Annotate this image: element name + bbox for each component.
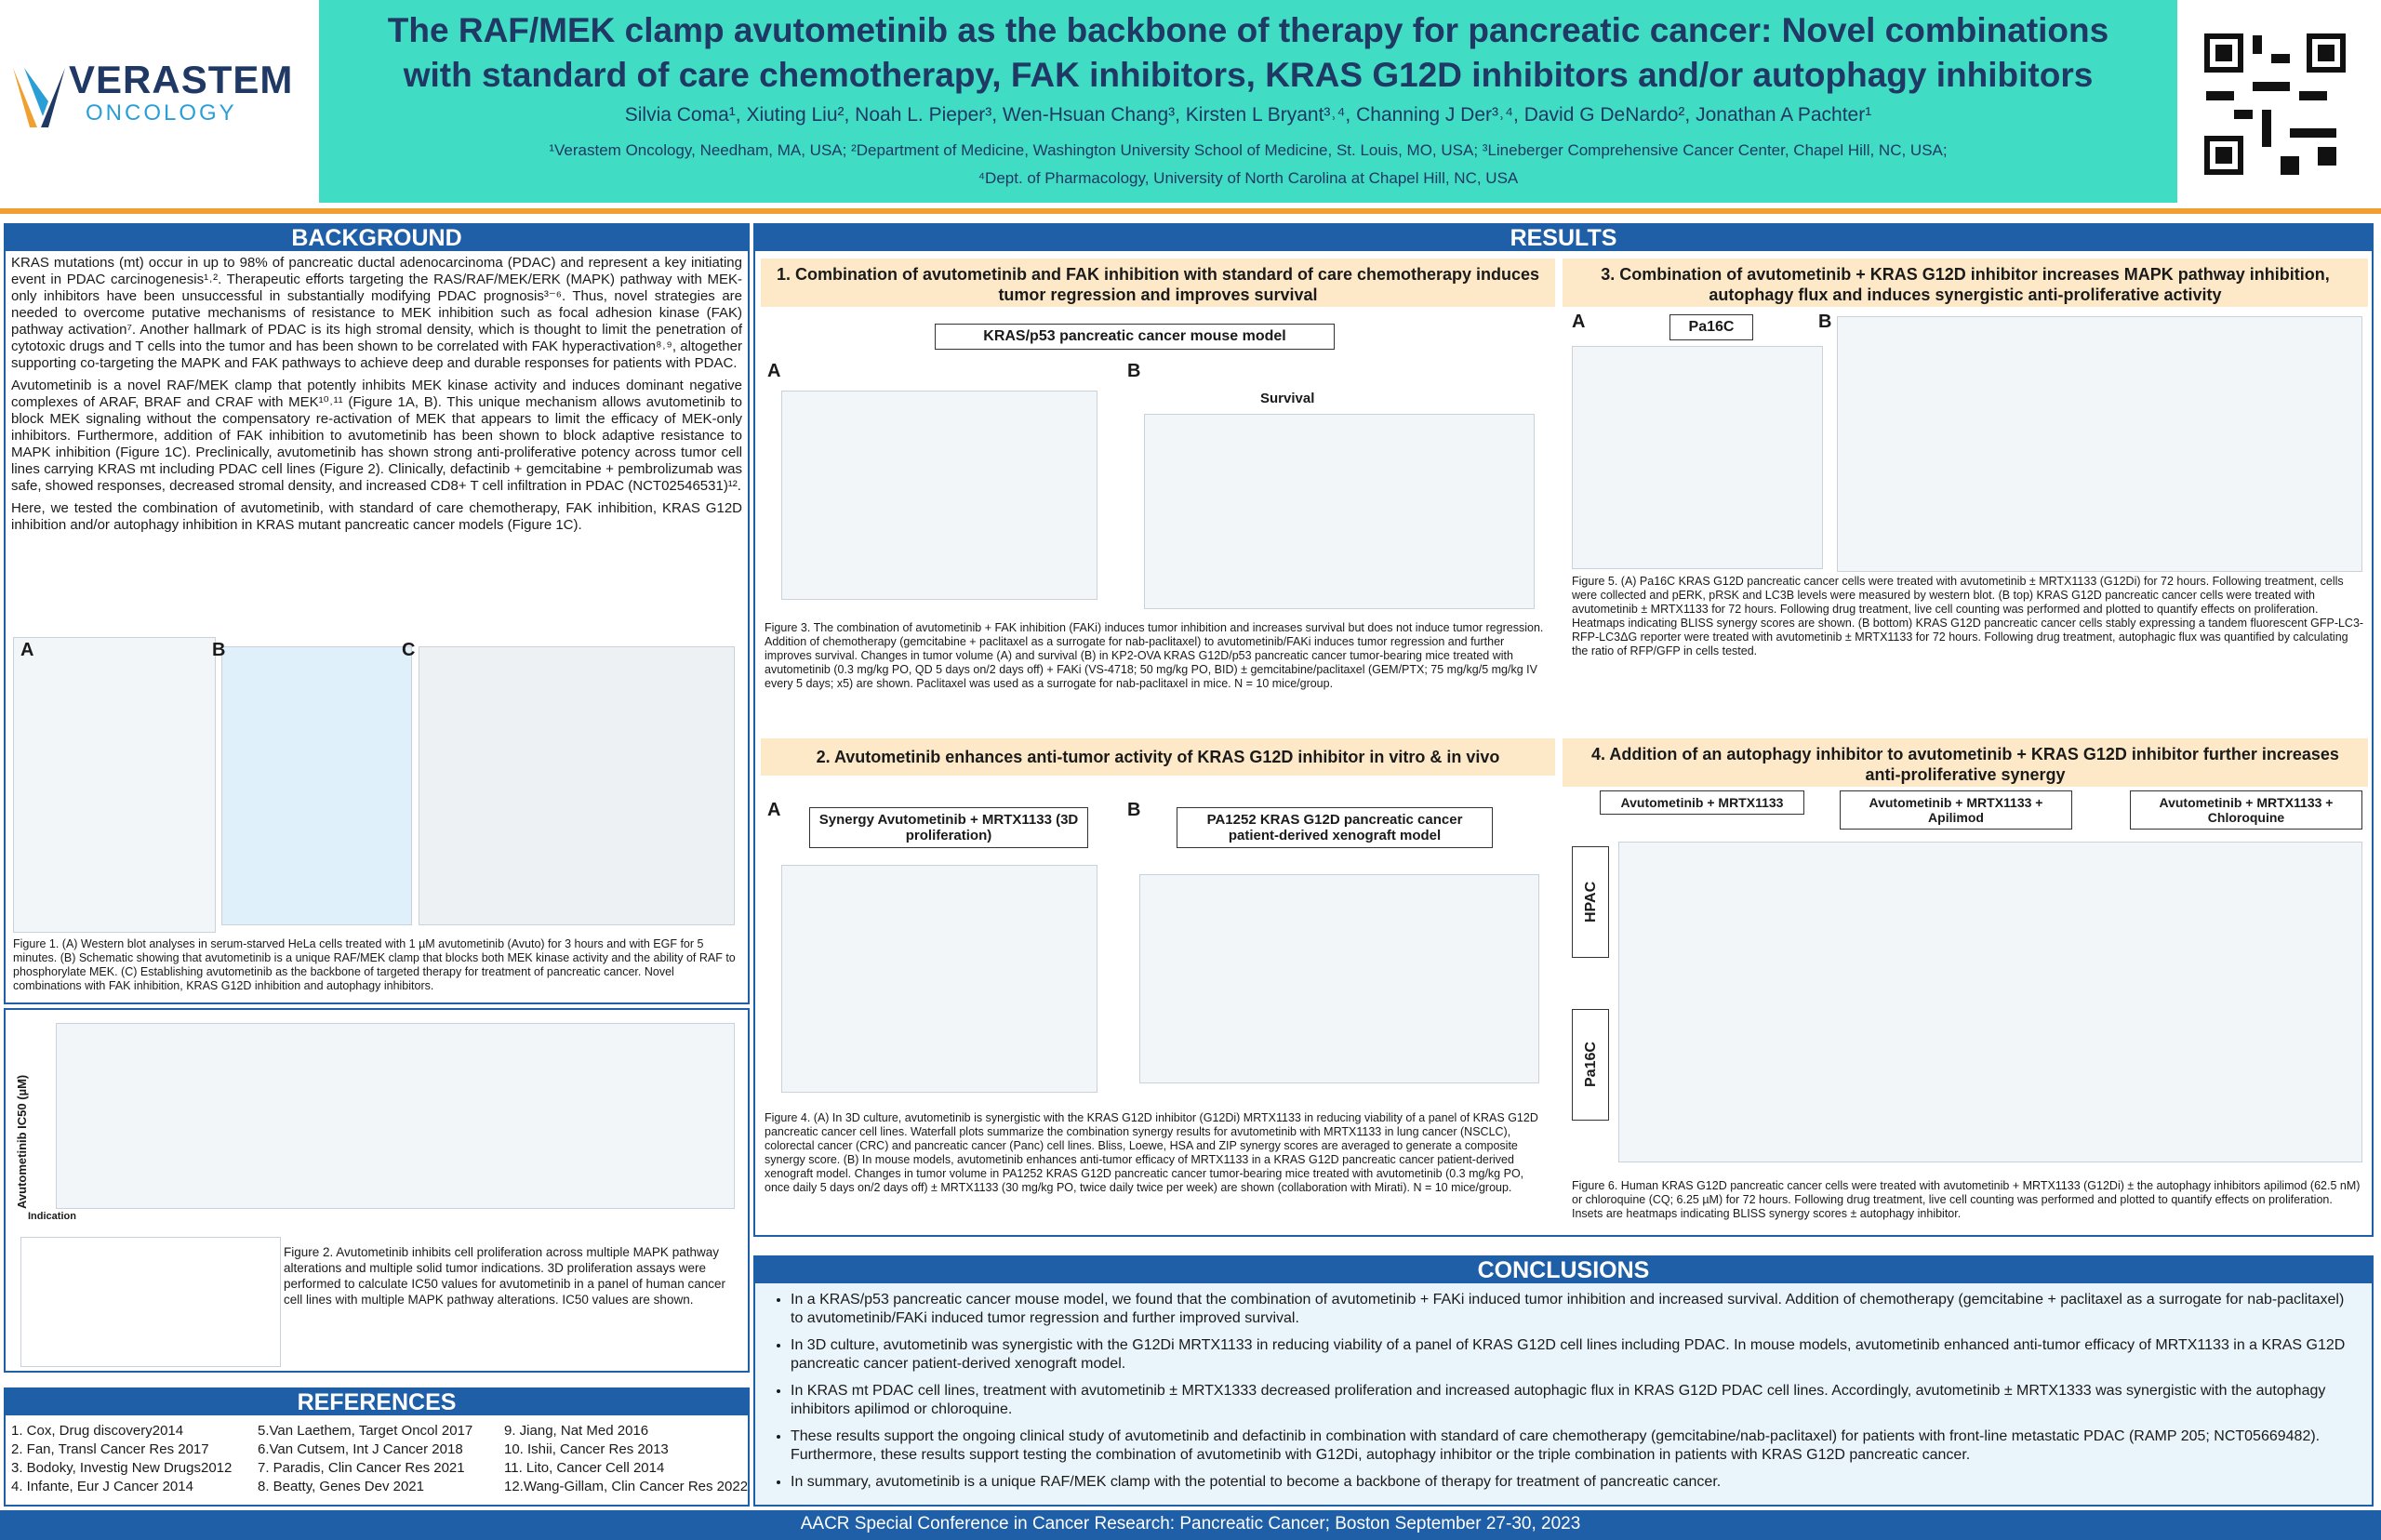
section-heading: BACKGROUND (6, 225, 748, 251)
bullet-list: In a KRAS/p53 pancreatic cancer mouse mo… (770, 1291, 2361, 1492)
bullet: In summary, avutometinib is a unique RAF… (791, 1473, 2361, 1492)
paragraph: Here, we tested the combination of avuto… (11, 500, 742, 533)
label: Indication (28, 1211, 76, 1222)
figure-image (1144, 414, 1535, 609)
column-label: Avutometinib + MRTX1133 + Chloroquine (2130, 790, 2362, 830)
background-text: KRAS mutations (mt) occur in up to 98% o… (11, 255, 742, 539)
subsection-title: 2. Avutometinib enhances anti-tumor acti… (761, 738, 1555, 776)
reference: 4. Infante, Eur J Cancer 2014 (11, 1479, 193, 1494)
bullet: In KRAS mt PDAC cell lines, treatment wi… (791, 1382, 2361, 1419)
affiliations: ¹Verastem Oncology, Needham, MA, USA; ²D… (549, 141, 1948, 159)
column-label: Avutometinib + MRTX1133 (1600, 790, 1804, 815)
bullet: In 3D culture, avutometinib was synergis… (791, 1336, 2361, 1374)
figure-image (13, 637, 216, 933)
cell-line-label: Pa16C (1669, 314, 1753, 340)
legend-image (20, 1237, 281, 1367)
panel-label: B (1818, 312, 1832, 332)
caption: Figure 6. Human KRAS G12D pancreatic can… (1572, 1179, 2361, 1220)
reference: 1. Cox, Drug discovery2014 (11, 1423, 184, 1439)
reference: 6.Van Cutsem, Int J Cancer 2018 (258, 1441, 463, 1457)
figure-image (1139, 874, 1539, 1083)
panel-label: A (1572, 312, 1586, 332)
panel-label: C (402, 640, 416, 660)
panel-label: A (767, 361, 781, 381)
authors: Silvia Coma¹, Xiuting Liu², Noah L. Piep… (624, 104, 1872, 126)
caption: Figure 3. The combination of avutometini… (765, 621, 1544, 690)
reference: 2. Fan, Transl Cancer Res 2017 (11, 1441, 209, 1457)
references-list: 1. Cox, Drug discovery2014 2. Fan, Transl… (11, 1423, 749, 1501)
bullet: These results support the ongoing clinic… (791, 1427, 2361, 1465)
panel-label: B (212, 640, 226, 660)
logo-mark (13, 68, 65, 127)
row-label: Pa16C (1572, 1009, 1609, 1121)
reference: 12.Wang-Gillam, Clin Cancer Res 2022 (504, 1479, 749, 1494)
caption: Figure 4. (A) In 3D culture, avutometini… (765, 1111, 1538, 1194)
section-heading: RESULTS (755, 225, 2372, 251)
title: with standard of care chemotherapy, FAK … (403, 56, 2094, 94)
figure-image (56, 1023, 735, 1209)
logo-sub: ONCOLOGY (86, 100, 237, 126)
panel-label: B (1127, 800, 1141, 820)
qr-code (2197, 26, 2353, 182)
reference: 3. Bodoky, Investig New Drugs2012 (11, 1460, 233, 1476)
paragraph: Avutometinib is a novel RAF/MEK clamp th… (11, 378, 742, 494)
affiliations: ⁴Dept. of Pharmacology, University of No… (978, 169, 1519, 187)
conclusions-panel (753, 1255, 2374, 1507)
chart-title: PA1252 KRAS G12D pancreatic cancer patie… (1177, 807, 1493, 848)
caption: Figure 2. Avutometinib inhibits cell pro… (284, 1245, 726, 1307)
column-label: Avutometinib + MRTX1133 + Apilimod (1840, 790, 2072, 830)
caption: Figure 5. (A) Pa16C KRAS G12D pancreatic… (1572, 575, 2364, 657)
panel-label: B (1127, 361, 1141, 381)
reference: 7. Paradis, Clin Cancer Res 2021 (258, 1460, 465, 1476)
figure-image (781, 391, 1097, 600)
paragraph: KRAS mutations (mt) occur in up to 98% o… (11, 255, 742, 371)
chart-title: Synergy Avutometinib + MRTX1133 (3D prol… (809, 807, 1088, 848)
figure-image (419, 646, 735, 925)
panel-label: A (20, 640, 34, 660)
reference: 5.Van Laethem, Target Oncol 2017 (258, 1423, 473, 1439)
subsection-title: 3. Combination of avutometinib + KRAS G1… (1563, 259, 2368, 307)
footer-band (0, 1510, 2381, 1540)
panel-label: A (767, 800, 781, 820)
title-band (319, 0, 2177, 203)
figure-image (781, 865, 1097, 1093)
section-heading: REFERENCES (6, 1389, 748, 1415)
axis-label: Avutometinib IC50 (µM) (15, 1074, 29, 1209)
reference: 11. Lito, Cancer Cell 2014 (504, 1460, 665, 1476)
subsection-title: 1. Combination of avutometinib and FAK i… (761, 259, 1555, 307)
conclusions-list: In a KRAS/p53 pancreatic cancer mouse mo… (770, 1291, 2361, 1500)
title: The RAF/MEK clamp avutometinib as the ba… (387, 11, 2109, 49)
subsection-title: 4. Addition of an autophagy inhibitor to… (1563, 738, 2368, 787)
reference: 10. Ishii, Cancer Res 2013 (504, 1441, 669, 1457)
chart-title: Survival (1260, 391, 1315, 406)
logo-name: VERASTEM (69, 58, 294, 101)
footer: AACR Special Conference in Cancer Resear… (800, 1514, 1581, 1533)
bullet: In a KRAS/p53 pancreatic cancer mouse mo… (791, 1291, 2361, 1328)
figure-image (1618, 842, 2362, 1162)
reference: 9. Jiang, Nat Med 2016 (504, 1423, 649, 1439)
figure-image (1572, 346, 1823, 569)
model-label: KRAS/p53 pancreatic cancer mouse model (935, 324, 1335, 350)
section-heading: CONCLUSIONS (755, 1257, 2372, 1283)
caption: Figure 1. (A) Western blot analyses in s… (13, 937, 736, 992)
figure-image (221, 646, 412, 925)
row-label: HPAC (1572, 846, 1609, 958)
reference: 8. Beatty, Genes Dev 2021 (258, 1479, 424, 1494)
figure-image (1837, 316, 2362, 572)
divider (0, 208, 2381, 214)
